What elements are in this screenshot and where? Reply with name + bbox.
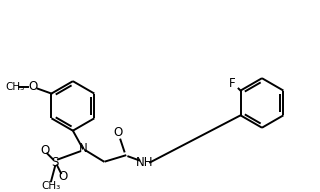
Text: O: O	[58, 170, 68, 183]
Text: O: O	[41, 144, 50, 157]
Text: O: O	[114, 126, 123, 139]
Text: CH₃: CH₃	[42, 181, 61, 191]
Text: CH₃: CH₃	[5, 82, 24, 92]
Text: O: O	[28, 80, 37, 93]
Text: S: S	[52, 156, 59, 169]
Text: NH: NH	[135, 156, 153, 169]
Text: F: F	[229, 77, 236, 90]
Text: N: N	[78, 142, 87, 155]
